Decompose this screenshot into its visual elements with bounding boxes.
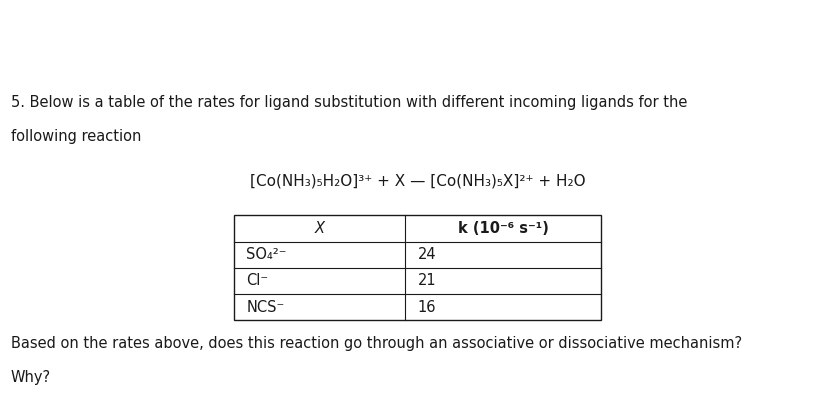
Text: Why?: Why? xyxy=(11,370,51,385)
Text: 16: 16 xyxy=(418,300,436,315)
Text: Based on the rates above, does this reaction go through an associative or dissoc: Based on the rates above, does this reac… xyxy=(11,336,742,351)
Text: 5. Below is a table of the rates for ligand substitution with different incoming: 5. Below is a table of the rates for lig… xyxy=(11,95,687,110)
Text: X: X xyxy=(315,221,324,236)
Text: NCS⁻: NCS⁻ xyxy=(246,300,285,315)
Text: k (10⁻⁶ s⁻¹): k (10⁻⁶ s⁻¹) xyxy=(458,221,549,236)
Text: 21: 21 xyxy=(418,274,436,288)
Text: SO₄²⁻: SO₄²⁻ xyxy=(246,247,287,262)
Text: 24: 24 xyxy=(418,247,436,262)
Text: [Co(NH₃)₅H₂O]³⁺ + X — [Co(NH₃)₅X]²⁺ + H₂O: [Co(NH₃)₅H₂O]³⁺ + X — [Co(NH₃)₅X]²⁺ + H₂… xyxy=(250,173,585,188)
Text: following reaction: following reaction xyxy=(11,129,141,144)
Text: Cl⁻: Cl⁻ xyxy=(246,274,268,288)
